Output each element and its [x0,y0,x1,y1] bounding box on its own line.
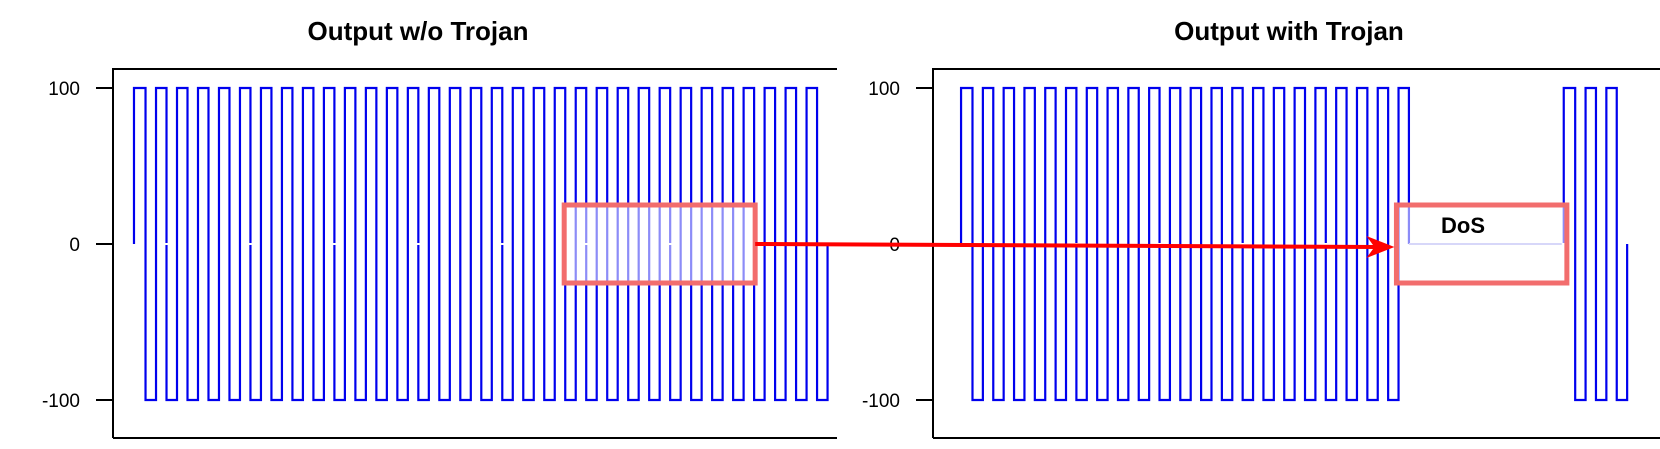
y-tick-label: -100 [862,391,900,412]
y-tick-label: 100 [868,79,900,100]
signal-line [132,86,829,402]
y-tick-label: -100 [42,391,80,412]
highlight-box [1393,202,1570,286]
y-ticks: 100 0 -100 [42,79,113,412]
dos-label: DoS [1441,213,1485,238]
y-tick-label: 0 [69,235,80,256]
highlight-box-fill [564,205,756,283]
y-tick-label: 100 [48,79,80,100]
chart-title: Output with Trojan [1174,16,1404,46]
highlight-box-fill [1396,205,1567,283]
arrowhead [1366,236,1395,258]
chart-title: Output w/o Trojan [308,16,529,46]
panel-output-without-trojan: Output w/o Trojan 100 0 -100 [42,16,837,439]
connector-arrow [755,242,1377,249]
